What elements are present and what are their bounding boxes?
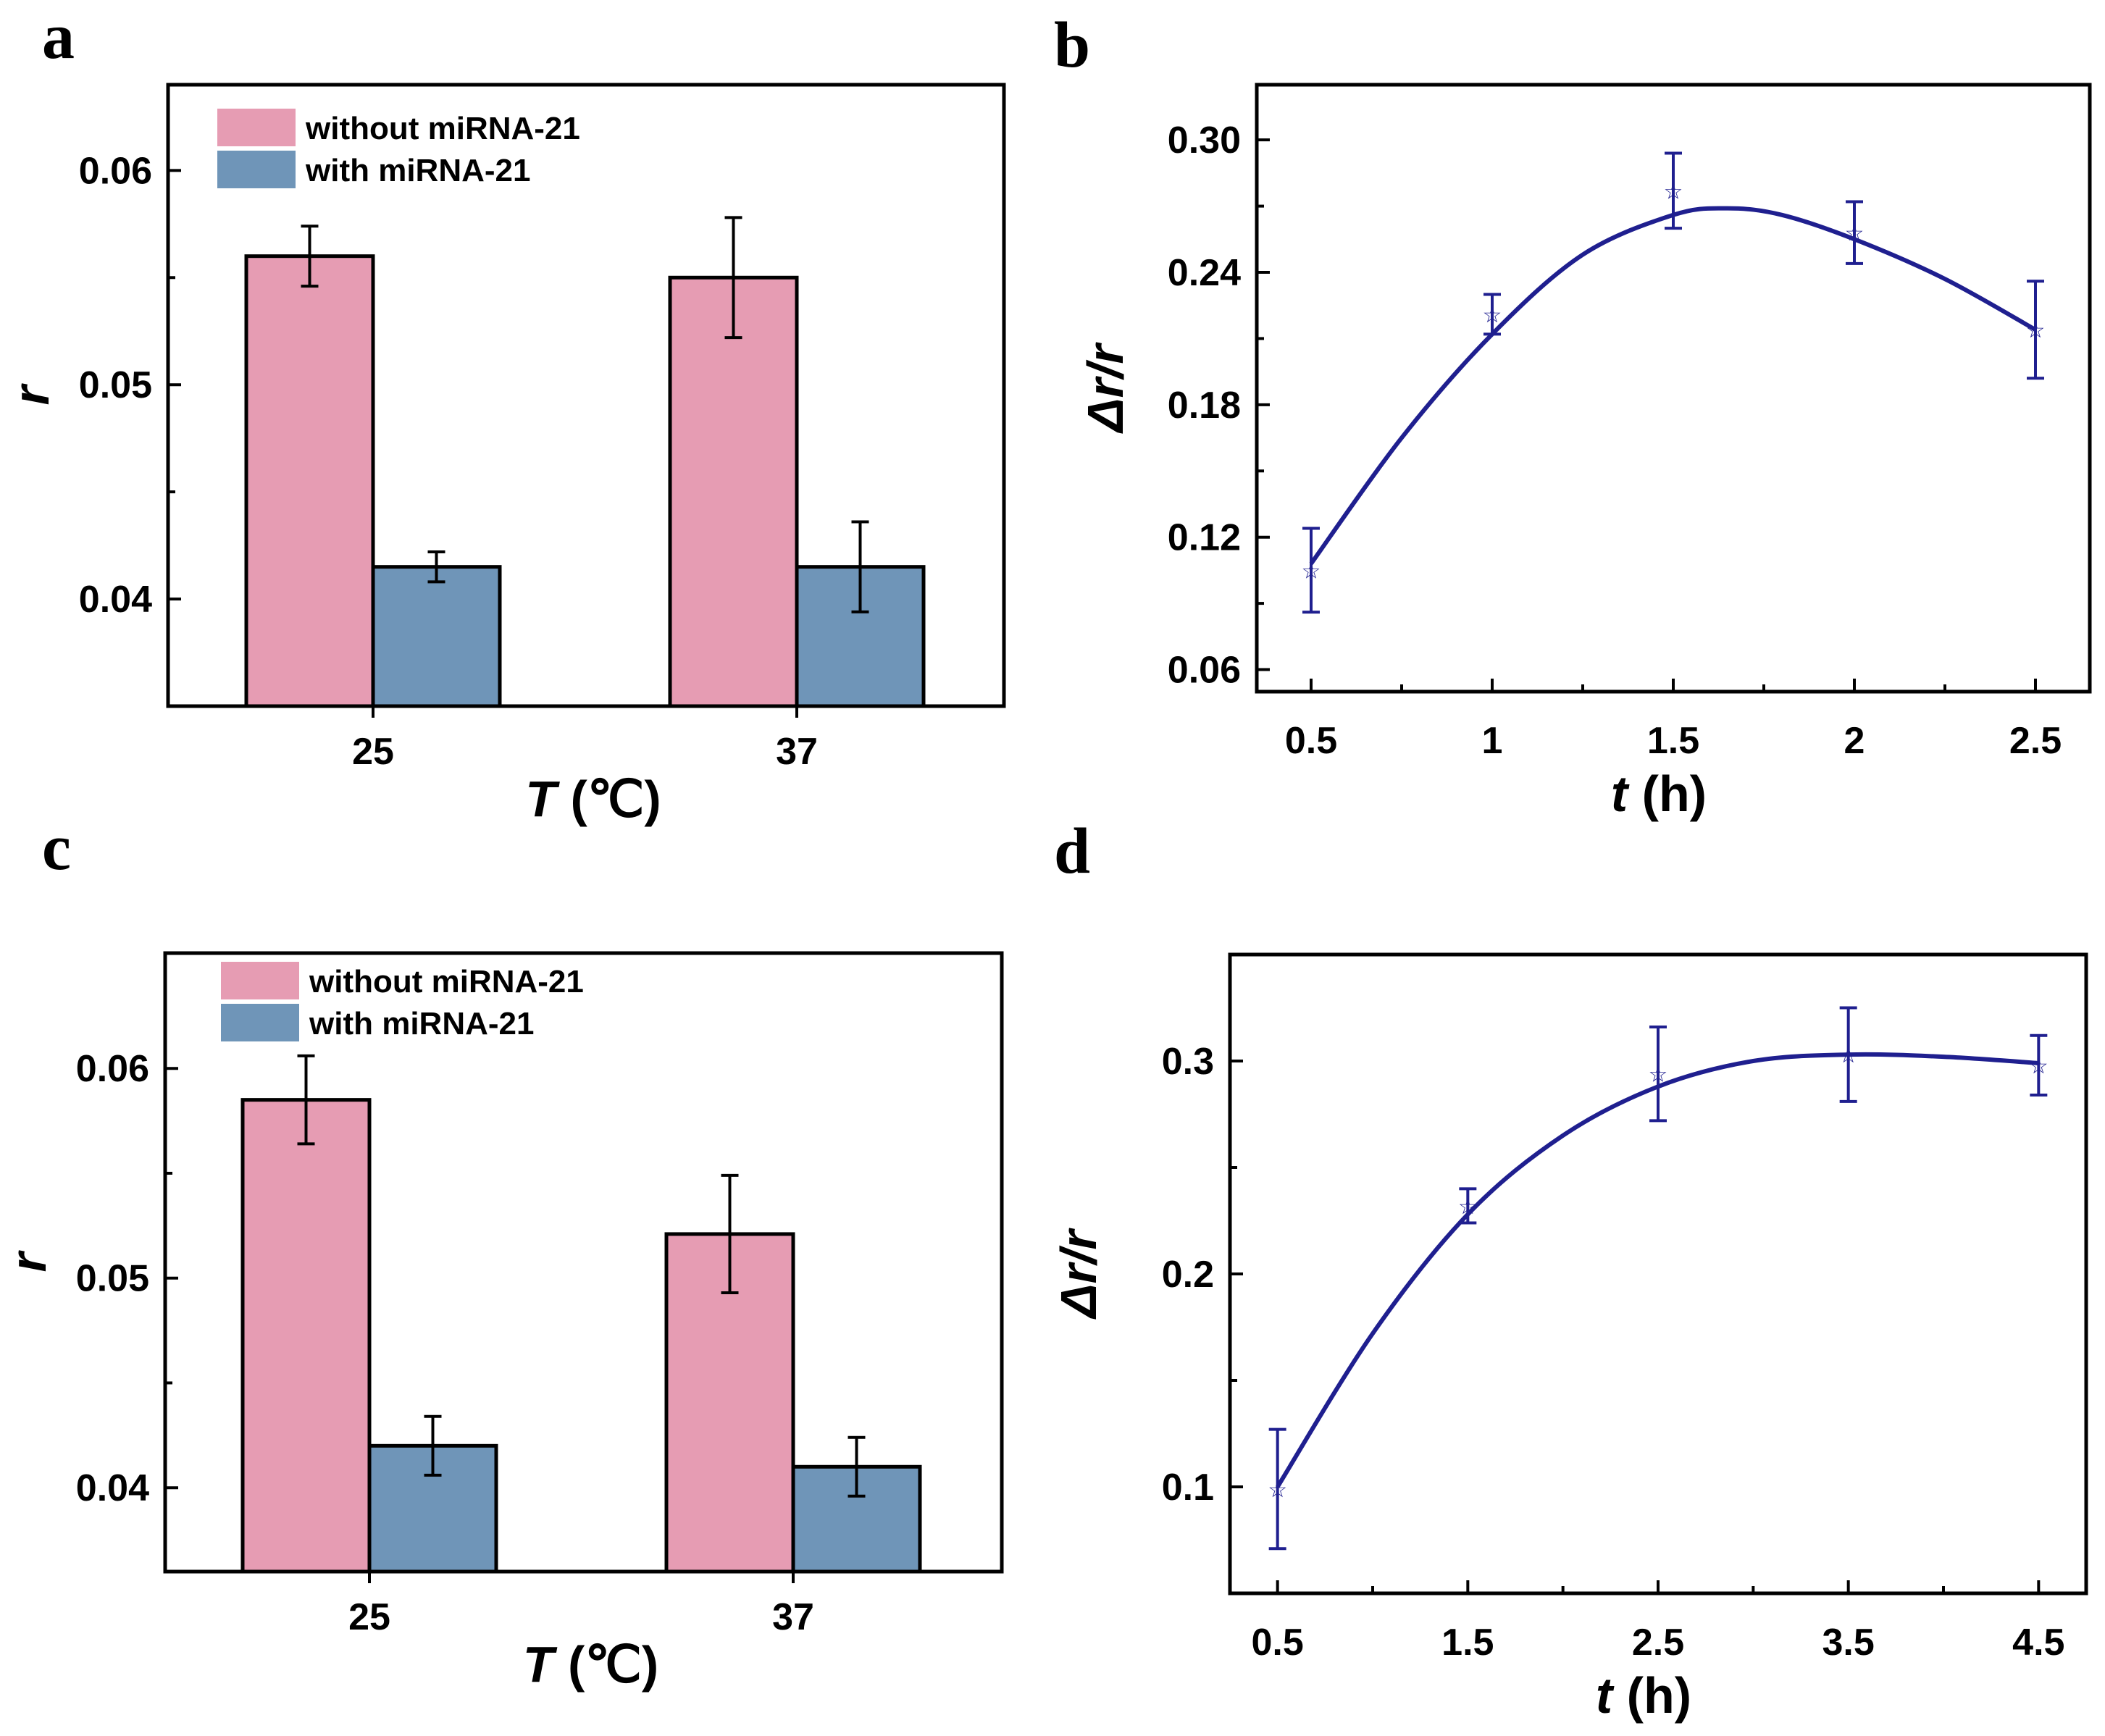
legend-swatch-without xyxy=(217,109,296,146)
panel-letter-c: c xyxy=(42,812,71,884)
x-tick-label: 37 xyxy=(776,731,818,773)
y-axis-title: Δr/r xyxy=(1050,1228,1107,1320)
x-tick-label: 1.5 xyxy=(1647,720,1699,762)
x-axis-title: t (h) xyxy=(1611,766,1707,822)
legend-swatch-without xyxy=(221,962,299,999)
data-point-marker: ☆ xyxy=(1838,1043,1858,1068)
y-tick-label: 0.3 xyxy=(1162,1041,1214,1083)
y-tick-label: 0.06 xyxy=(76,1048,149,1090)
bar-without-25 xyxy=(240,1098,372,1574)
x-tick-label: 37 xyxy=(772,1596,814,1638)
x-tick-label: 0.5 xyxy=(1285,720,1337,762)
y-tick-label: 0.05 xyxy=(79,364,152,406)
y-tick-label: 0.12 xyxy=(1168,517,1241,559)
x-axis-symbol: T xyxy=(523,1636,558,1693)
x-axis-title: T (℃) xyxy=(525,771,661,827)
panel-d: d 0.1 0.2 0.3 0.5 1.5 2.5 3.5 4.5 ☆ ☆ ☆ ☆ ☆ t (h) Δr/r xyxy=(1050,815,2088,1724)
x-axis-symbol: T xyxy=(525,771,560,827)
x-axis-title: T (℃) xyxy=(523,1636,658,1693)
data-point-marker: ☆ xyxy=(1483,303,1502,328)
x-axis-symbol: t xyxy=(1611,766,1630,822)
data-point-marker: ☆ xyxy=(1845,221,1865,246)
x-tick-label: 0.5 xyxy=(1252,1622,1304,1664)
y-tick-label: 0.06 xyxy=(79,150,152,192)
x-axis-unit: (℃) xyxy=(554,1636,659,1693)
panel-c: c 0.04 0.05 0.06 25 37 T (℃) r without miRNA-21… xyxy=(0,812,1004,1693)
legend-swatch-with xyxy=(221,1004,299,1041)
bar-with-25 xyxy=(371,565,502,708)
y-axis-title: r xyxy=(0,1250,57,1272)
y-tick-label: 0.24 xyxy=(1168,252,1241,294)
y-axis-title: Δr/r xyxy=(1077,342,1134,435)
data-point-marker: ☆ xyxy=(1302,558,1321,584)
x-axis-unit: (h) xyxy=(1612,1667,1691,1724)
legend-label-without: without miRNA-21 xyxy=(305,111,580,146)
y-tick-label: 0.2 xyxy=(1162,1254,1214,1296)
data-point-marker: ☆ xyxy=(1649,1062,1668,1088)
x-tick-label: 2.5 xyxy=(2009,720,2062,762)
fit-curve xyxy=(1276,1052,2039,1488)
panel-letter-b: b xyxy=(1054,9,1090,81)
legend-swatch-with xyxy=(217,151,296,188)
x-axis-symbol: t xyxy=(1596,1667,1615,1724)
bar-without-37 xyxy=(668,275,799,708)
legend-label-with: with miRNA-21 xyxy=(305,153,530,188)
x-tick-label: 2.5 xyxy=(1632,1622,1684,1664)
data-point-marker: ☆ xyxy=(2029,1054,2048,1079)
y-tick-label: 0.04 xyxy=(76,1467,149,1509)
y-axis-title: r xyxy=(3,383,59,406)
legend-label-with: with miRNA-21 xyxy=(309,1006,534,1041)
panel-letter-d: d xyxy=(1054,815,1090,887)
data-point-marker: ☆ xyxy=(1268,1477,1287,1503)
x-tick-label: 4.5 xyxy=(2012,1622,2064,1664)
legend-label-without: without miRNA-21 xyxy=(309,964,584,999)
x-axis-unit: (h) xyxy=(1628,766,1707,822)
x-tick-label: 25 xyxy=(348,1596,390,1638)
y-tick-label: 0.30 xyxy=(1168,119,1241,162)
data-point-marker: ☆ xyxy=(1458,1194,1478,1220)
x-tick-label: 2 xyxy=(1844,720,1865,762)
x-axis-title: t (h) xyxy=(1596,1667,1691,1724)
chart-c: 0.04 0.05 0.06 25 37 T (℃) r without miRNA-21 wi… xyxy=(0,951,1004,1693)
data-point-marker: ☆ xyxy=(2026,318,2046,343)
y-tick-label: 0.06 xyxy=(1168,650,1241,692)
x-tick-label: 3.5 xyxy=(1822,1622,1875,1664)
x-tick-label: 1.5 xyxy=(1441,1622,1494,1664)
data-point-marker: ☆ xyxy=(1664,179,1683,204)
x-tick-label: 1 xyxy=(1482,720,1503,762)
panel-letter-a: a xyxy=(42,1,75,72)
panel-a: a 0.04 0.05 0.06 25 37 T (℃) r without miRNA-21… xyxy=(3,1,1006,827)
x-tick-label: 25 xyxy=(352,731,394,773)
panel-b: b 0.06 0.12 0.18 0.24 0.30 0.5 1 1.5 2 2.5 ☆ ☆ ☆ ☆ ☆ t … xyxy=(1054,9,2092,822)
y-tick-label: 0.05 xyxy=(76,1258,149,1300)
y-tick-label: 0.04 xyxy=(79,579,152,621)
fit-curve xyxy=(1309,206,2037,566)
bar-without-25 xyxy=(244,254,375,708)
plot-frame xyxy=(163,951,1004,1574)
y-tick-label: 0.18 xyxy=(1168,385,1241,427)
chart-b: 0.06 0.12 0.18 0.24 0.30 0.5 1 1.5 2 2.5 ☆ ☆ ☆ ☆ ☆ t (h… xyxy=(1077,83,2092,822)
plot-frame xyxy=(166,83,1006,708)
chart-d: 0.1 0.2 0.3 0.5 1.5 2.5 3.5 4.5 ☆ ☆ ☆ ☆ ☆ t (h) Δr/r xyxy=(1050,952,2088,1724)
chart-a: 0.04 0.05 0.06 25 37 T (℃) r without miRNA-21 wi… xyxy=(3,83,1006,827)
y-tick-label: 0.1 xyxy=(1162,1467,1214,1509)
x-axis-unit: (℃) xyxy=(556,771,661,827)
